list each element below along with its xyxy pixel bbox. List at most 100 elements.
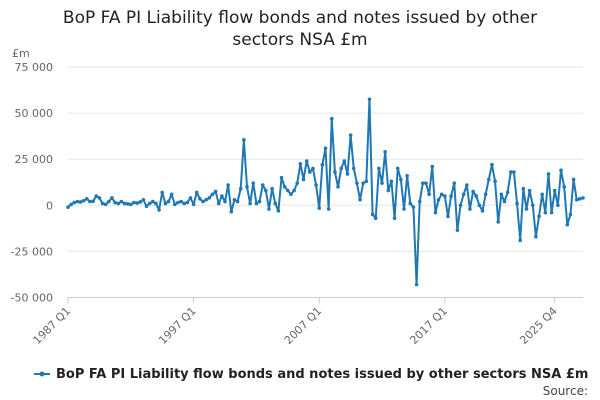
data-point: [289, 192, 293, 197]
data-point: [474, 194, 479, 198]
data-point: [308, 170, 312, 174]
data-point: [110, 196, 114, 200]
data-point: [329, 116, 334, 121]
data-point: [552, 188, 557, 193]
y-tick-label: 25 000: [15, 153, 54, 166]
data-point: [286, 188, 290, 193]
data-point: [185, 200, 190, 205]
data-point: [421, 181, 425, 185]
data-point: [323, 146, 328, 150]
data-point: [172, 202, 177, 207]
data-point: [176, 200, 180, 205]
data-point: [163, 201, 168, 206]
chart-title-line-2: sectors NSA £m: [232, 30, 367, 50]
data-point: [414, 282, 419, 287]
data-point: [505, 190, 510, 195]
data-point: [251, 181, 256, 185]
data-point: [351, 166, 356, 171]
data-point: [549, 210, 554, 215]
data-point: [405, 174, 409, 178]
source-label: Source:: [543, 384, 588, 398]
data-point: [72, 200, 77, 205]
data-point: [490, 162, 494, 167]
legend[interactable]: BoP FA PI Liability flow bonds and notes…: [34, 367, 588, 382]
y-tick-label: 50 000: [15, 107, 54, 120]
data-point: [226, 183, 230, 187]
data-point: [540, 192, 544, 197]
data-point: [515, 201, 519, 206]
data-point: [424, 181, 428, 185]
data-point: [69, 202, 73, 207]
y-tick-label: -25 000: [11, 245, 53, 258]
data-point: [116, 201, 121, 206]
data-point: [223, 199, 227, 204]
data-point: [301, 177, 306, 182]
chart-title-line-1: BoP FA PI Liability flow bonds and notes…: [63, 8, 537, 28]
data-point: [81, 198, 86, 203]
data-point: [100, 201, 105, 206]
data-point: [245, 185, 249, 189]
data-point: [311, 166, 315, 171]
series-line: [67, 98, 584, 286]
data-point: [207, 196, 212, 200]
data-point: [317, 206, 322, 210]
data-point: [471, 189, 475, 194]
data-point: [455, 228, 460, 232]
data-point: [411, 205, 416, 209]
data-point: [188, 196, 193, 200]
data-point: [267, 207, 271, 211]
data-point: [480, 209, 485, 213]
data-point: [157, 208, 161, 212]
data-point: [179, 199, 183, 204]
data-point: [568, 212, 573, 217]
data-point: [213, 189, 218, 194]
data-point: [524, 207, 529, 211]
data-point: [94, 194, 99, 198]
x-tick-label: 1997 Q1: [156, 304, 199, 347]
data-point: [483, 192, 488, 197]
data-point: [257, 199, 262, 204]
data-point: [138, 200, 143, 204]
data-point: [578, 197, 582, 201]
data-point: [129, 202, 133, 207]
data-point: [543, 210, 548, 215]
data-point: [377, 166, 381, 171]
y-tick-label: 0: [46, 199, 53, 212]
data-point: [339, 166, 344, 171]
data-point: [169, 192, 174, 197]
data-point: [232, 197, 237, 202]
data-point: [433, 210, 438, 215]
y-tick-label: -50 000: [11, 292, 53, 305]
data-point: [264, 188, 268, 193]
data-point: [449, 194, 453, 198]
data-point: [562, 185, 566, 189]
data-point: [85, 197, 89, 201]
data-point: [295, 181, 300, 185]
x-tick-label: 2007 Q1: [282, 304, 325, 347]
data-point: [260, 183, 265, 187]
y-tick-label: 75 000: [15, 61, 54, 74]
y-axis-unit-label: £m: [12, 47, 30, 60]
legend-label: BoP FA PI Liability flow bonds and notes…: [56, 367, 588, 382]
data-point: [276, 209, 281, 213]
data-point: [270, 186, 274, 191]
data-point: [367, 97, 372, 102]
data-point: [292, 188, 296, 193]
data-point: [546, 172, 551, 176]
data-point: [75, 199, 80, 204]
data-point: [91, 199, 95, 204]
data-point: [216, 201, 221, 206]
x-axis-ticks: 1987 Q1 1997 Q1 2007 Q1 2017 Q1 2025 Q4: [31, 297, 560, 347]
data-point: [132, 200, 136, 205]
data-point: [160, 190, 165, 195]
data-point: [408, 201, 413, 206]
data-point: [417, 199, 422, 204]
data-point: [154, 201, 158, 206]
data-point: [443, 194, 447, 198]
data-point: [119, 199, 124, 204]
data-point: [439, 192, 444, 197]
data-point: [380, 181, 384, 185]
y-axis-ticks: 75 000 50 000 25 000 0 -25 000 -50 000: [11, 61, 53, 305]
data-point: [66, 205, 70, 209]
data-point: [493, 179, 497, 184]
